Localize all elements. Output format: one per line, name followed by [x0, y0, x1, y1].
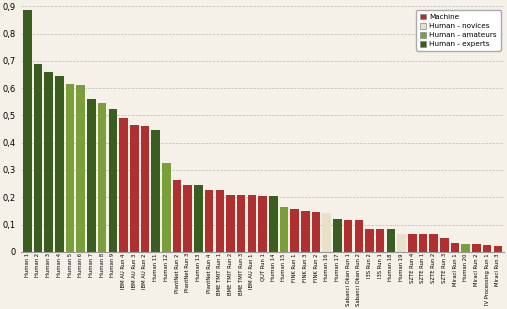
- Bar: [333, 219, 342, 252]
- Bar: [387, 230, 395, 252]
- Bar: [162, 163, 170, 252]
- Bar: [55, 76, 64, 252]
- Bar: [45, 72, 53, 252]
- Bar: [226, 195, 235, 252]
- Bar: [87, 99, 96, 252]
- Bar: [419, 234, 427, 252]
- Bar: [98, 103, 106, 252]
- Bar: [483, 245, 491, 252]
- Bar: [408, 234, 417, 252]
- Bar: [291, 209, 299, 252]
- Bar: [237, 195, 245, 252]
- Bar: [461, 244, 470, 252]
- Bar: [215, 190, 224, 252]
- Bar: [247, 195, 256, 252]
- Bar: [184, 185, 192, 252]
- Bar: [472, 244, 481, 252]
- Bar: [130, 125, 138, 252]
- Bar: [312, 212, 320, 252]
- Bar: [77, 85, 85, 252]
- Bar: [258, 196, 267, 252]
- Bar: [344, 220, 352, 252]
- Bar: [493, 246, 502, 252]
- Bar: [173, 180, 182, 252]
- Bar: [429, 234, 438, 252]
- Bar: [280, 207, 288, 252]
- Bar: [140, 126, 149, 252]
- Bar: [23, 11, 31, 252]
- Bar: [322, 213, 331, 252]
- Bar: [301, 211, 310, 252]
- Bar: [354, 220, 363, 252]
- Bar: [397, 234, 406, 252]
- Bar: [108, 108, 117, 252]
- Bar: [205, 190, 213, 252]
- Bar: [194, 185, 203, 252]
- Bar: [119, 118, 128, 252]
- Bar: [34, 64, 42, 252]
- Bar: [365, 229, 374, 252]
- Bar: [440, 238, 449, 252]
- Bar: [269, 197, 277, 252]
- Bar: [451, 243, 459, 252]
- Bar: [376, 230, 384, 252]
- Legend: Machine, Human - novices, Human - amateurs, Human - experts: Machine, Human - novices, Human - amateu…: [416, 10, 500, 51]
- Bar: [152, 130, 160, 252]
- Bar: [66, 84, 75, 252]
